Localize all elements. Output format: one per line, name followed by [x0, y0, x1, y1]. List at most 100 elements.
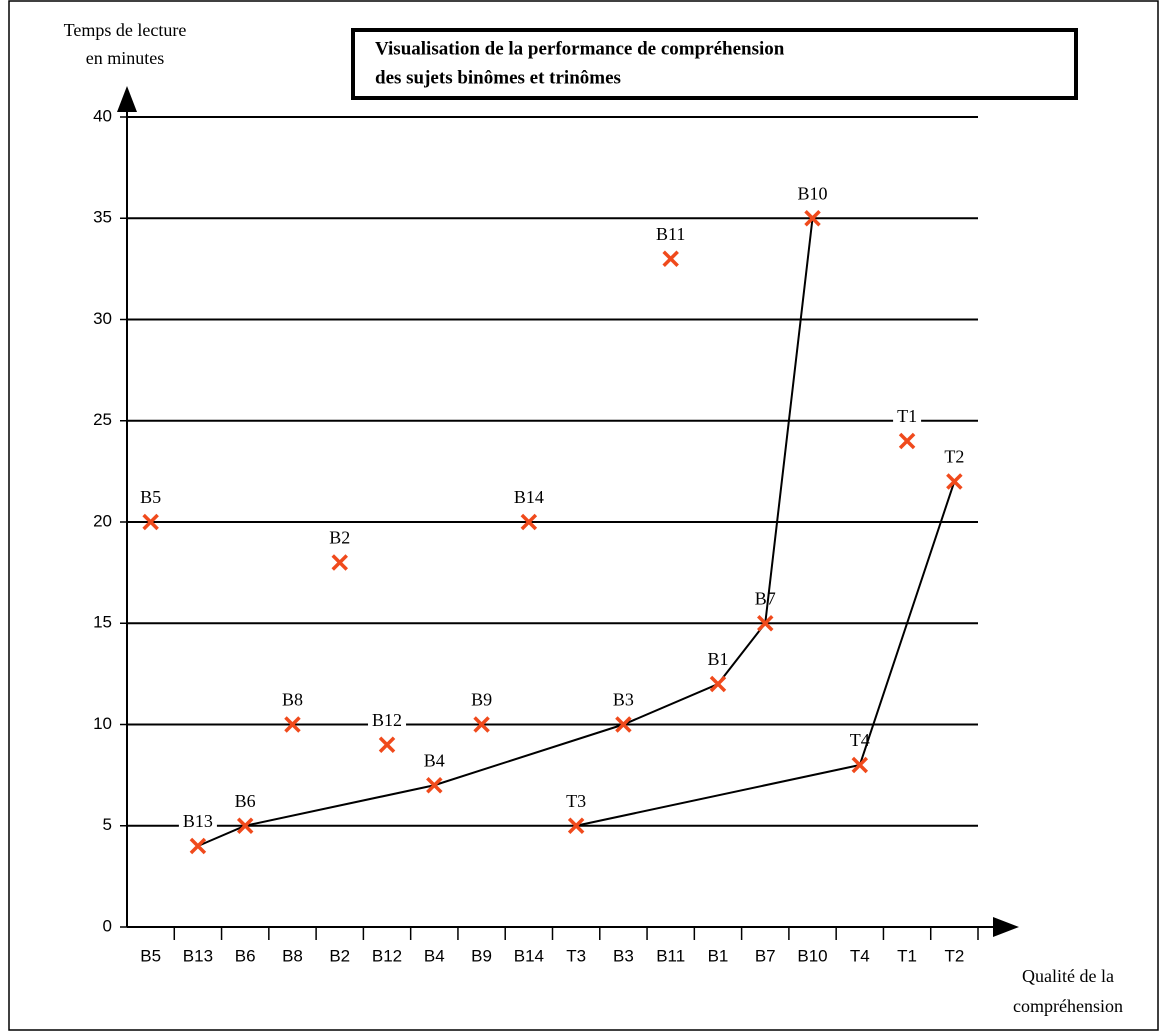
x-tick-label: B14	[514, 946, 544, 965]
point-label: B7	[755, 588, 776, 608]
title-box	[351, 28, 1078, 100]
point-label-bg	[325, 529, 355, 550]
marker	[378, 736, 396, 753]
point-label-bg	[178, 813, 217, 833]
marker-cross	[709, 675, 727, 693]
point-label: B5	[140, 487, 161, 507]
x-tick-label: B7	[755, 946, 776, 965]
marker-cross	[236, 817, 254, 834]
marker	[236, 817, 254, 834]
x-tick-label: B6	[235, 946, 256, 965]
marker-cross	[284, 716, 301, 733]
x-tick-label: B8	[282, 946, 303, 965]
y-tick-label: 40	[93, 106, 112, 125]
connection-line	[197, 218, 814, 847]
marker	[757, 615, 774, 632]
marker	[567, 817, 585, 834]
y-axis-label: Temps de lecture	[64, 20, 187, 40]
point-label: B10	[798, 183, 828, 203]
y-tick-label: 20	[93, 511, 112, 530]
marker	[709, 675, 727, 693]
x-tick-label: B2	[329, 946, 350, 965]
marker-cross	[378, 736, 396, 753]
marker	[615, 716, 632, 733]
marker	[804, 210, 821, 227]
x-tick-label: T1	[897, 946, 917, 965]
marker-cross	[946, 473, 963, 490]
page-border	[8, 0, 1159, 1031]
marker-cross	[662, 250, 679, 267]
point-label: B1	[707, 649, 728, 669]
x-tick-label: B10	[797, 946, 827, 965]
marker-cross	[142, 513, 159, 531]
marker-cross	[426, 777, 443, 794]
marker	[331, 554, 348, 571]
chart-title: Visualisation de la performance de compr…	[375, 38, 785, 59]
y-tick-label: 5	[103, 815, 112, 834]
y-axis-label: en minutes	[86, 48, 165, 68]
point-label-bg	[509, 489, 548, 509]
y-axis-arrow	[117, 86, 137, 112]
point-label: B6	[235, 791, 256, 811]
marker-cross	[804, 210, 821, 227]
x-tick-label: B1	[708, 946, 729, 965]
point-label: B8	[282, 690, 303, 710]
point-label-bg	[467, 691, 497, 712]
point-label: B11	[656, 224, 685, 244]
point-label: T4	[850, 730, 870, 750]
point-label: T2	[944, 447, 964, 467]
point-label: B9	[471, 690, 492, 710]
y-tick-label: 25	[93, 410, 112, 429]
point-label: B13	[183, 811, 213, 831]
x-tick-label: B9	[471, 946, 492, 965]
marker-cross	[615, 716, 632, 733]
point-label-bg	[750, 590, 780, 611]
y-tick-label: 30	[93, 309, 112, 328]
point-label-bg	[793, 185, 832, 206]
x-tick-label: T3	[566, 946, 586, 965]
x-axis-label: Qualité de la	[1022, 966, 1114, 986]
marker-cross	[331, 554, 348, 571]
point-label-bg	[368, 711, 407, 732]
x-axis-label: compréhension	[1013, 996, 1123, 1016]
marker-cross	[757, 615, 774, 632]
point-label-bg	[608, 691, 638, 712]
x-tick-label: T2	[944, 946, 964, 965]
marker	[946, 473, 963, 490]
marker	[520, 513, 538, 531]
point-label: B12	[372, 710, 402, 730]
x-tick-label: B5	[140, 946, 161, 965]
point-label-bg	[419, 752, 449, 773]
point-label-bg	[136, 489, 166, 509]
marker-cross	[473, 716, 490, 733]
marker	[662, 250, 679, 267]
marker	[851, 756, 869, 774]
marker-cross	[567, 817, 585, 834]
marker-cross	[189, 837, 207, 855]
marker	[284, 716, 301, 733]
point-label-bg	[940, 448, 969, 469]
point-label: B2	[329, 528, 350, 548]
y-tick-label: 10	[93, 714, 112, 733]
x-tick-label: B13	[183, 946, 213, 965]
marker-cross	[898, 432, 916, 450]
point-label-bg	[652, 225, 690, 246]
marker	[473, 716, 490, 733]
marker-cross	[851, 756, 869, 774]
x-axis-arrow	[993, 917, 1019, 937]
point-label-bg	[562, 792, 591, 813]
marker	[898, 432, 916, 450]
y-tick-label: 15	[93, 613, 112, 632]
x-tick-label: B3	[613, 946, 634, 965]
x-tick-label: B4	[424, 946, 445, 965]
point-label-bg	[230, 792, 260, 813]
point-label-bg	[703, 651, 733, 671]
marker-cross	[520, 513, 538, 531]
point-label: B14	[514, 487, 544, 507]
point-label: B3	[613, 690, 634, 710]
marker	[142, 513, 159, 531]
chart-title: des sujets binômes et trinômes	[375, 67, 621, 88]
marker	[189, 837, 207, 855]
point-label: B4	[424, 750, 445, 770]
